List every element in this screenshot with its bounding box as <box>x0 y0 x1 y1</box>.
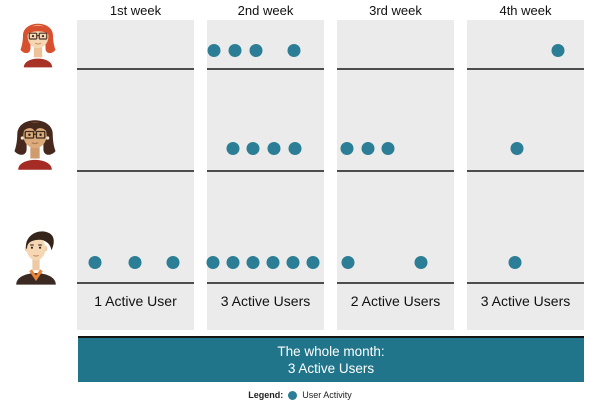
activity-dot <box>286 256 300 269</box>
month-summary-line1: The whole month: <box>277 344 385 359</box>
activity-dot <box>361 142 375 155</box>
activity-dot <box>246 142 260 155</box>
week-2-panel: 3 Active Users <box>206 20 324 330</box>
activity-dot <box>287 44 301 57</box>
week-3-panel: 2 Active Users <box>337 20 454 330</box>
legend: Legend: User Activity <box>0 388 600 402</box>
week-1-panel: 1 Active User <box>77 20 194 330</box>
week-column-2: 2nd week 3 Active Users <box>206 2 324 330</box>
woman-red-hair-icon <box>20 23 56 68</box>
week-2-summary: 3 Active Users <box>220 293 311 309</box>
activity-dot <box>414 256 428 269</box>
activity-dot <box>166 256 180 269</box>
activity-cell-user1-week2 <box>207 20 324 70</box>
week-4-summary: 3 Active Users <box>480 293 571 309</box>
activity-dot <box>288 142 302 155</box>
legend-item-label: User Activity <box>302 390 352 400</box>
week-1-summary: 1 Active User <box>94 293 177 309</box>
activity-dot <box>226 142 240 155</box>
avatar-man <box>9 221 63 287</box>
week-column-3: 3rd week 2 Active Users <box>337 2 454 330</box>
week-3-summary: 2 Active Users <box>350 293 441 309</box>
activity-cell-user1-week4 <box>467 20 584 70</box>
week-3-header: 3rd week <box>369 3 422 18</box>
activity-cell-user3-week1 <box>77 172 194 284</box>
activity-dot <box>508 256 522 269</box>
woman-brown-hair-icon <box>14 120 56 170</box>
activity-cell-user1-week1 <box>77 20 194 70</box>
activity-dot <box>206 256 220 269</box>
avatar-woman-brown-hair <box>7 105 63 171</box>
activity-cell-user3-week4 <box>467 172 584 284</box>
month-summary-line2: 3 Active Users <box>287 361 375 376</box>
activity-dot <box>226 256 240 269</box>
activity-cell-user2-week4 <box>467 70 584 172</box>
week-4-panel: 3 Active Users <box>467 20 584 330</box>
avatar-woman-red-hair <box>13 9 63 69</box>
activity-dot <box>551 44 565 57</box>
activity-dot <box>228 44 242 57</box>
week-column-1: 1st week 1 Active User <box>77 2 194 330</box>
activity-dot <box>128 256 142 269</box>
activity-dot <box>207 44 221 57</box>
man-icon <box>16 231 56 285</box>
activity-dot <box>381 142 395 155</box>
activity-dot <box>341 256 355 269</box>
week-column-4: 4th week 3 Active Users <box>467 2 584 330</box>
activity-cell-user3-week3 <box>337 172 454 284</box>
legend-label: Legend: <box>248 390 284 400</box>
week-4-header: 4th week <box>499 3 552 18</box>
activity-dot <box>249 44 263 57</box>
activity-dot <box>510 142 524 155</box>
activity-cell-user2-week1 <box>77 70 194 172</box>
activity-dot <box>246 256 260 269</box>
activity-cell-user2-week2 <box>207 70 324 172</box>
week-1-header: 1st week <box>109 3 162 18</box>
activity-dot <box>306 256 320 269</box>
activity-cell-user2-week3 <box>337 70 454 172</box>
activity-grid: 1st week 1 Active User 2nd week 3 Active… <box>77 2 584 330</box>
activity-dot <box>267 142 281 155</box>
week-2-header: 2nd week <box>237 3 294 18</box>
activity-dot <box>88 256 102 269</box>
user-activity-dot-icon <box>288 390 298 400</box>
activity-dot <box>340 142 354 155</box>
month-summary-banner: The whole month: 3 Active Users <box>78 336 584 382</box>
activity-cell-user3-week2 <box>206 172 324 284</box>
activity-cell-user1-week3 <box>337 20 454 70</box>
activity-dot <box>266 256 280 269</box>
